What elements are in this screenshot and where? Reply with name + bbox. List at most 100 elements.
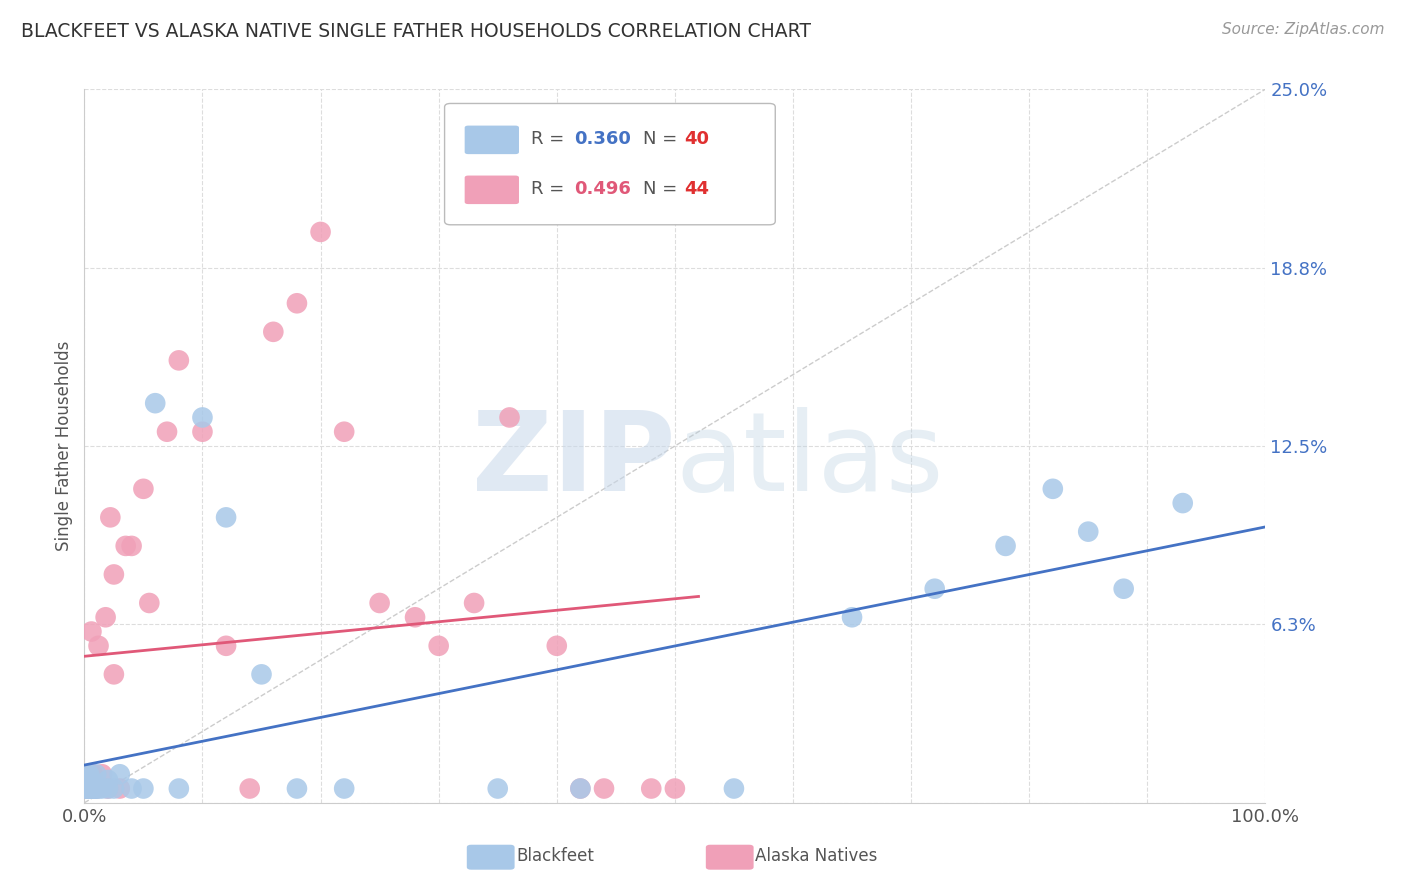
Point xyxy=(167,781,190,796)
Point xyxy=(76,781,98,796)
Point xyxy=(143,396,166,410)
Point xyxy=(138,596,160,610)
Point xyxy=(79,781,101,796)
Point xyxy=(82,781,104,796)
Point xyxy=(77,767,100,781)
Point xyxy=(156,425,179,439)
Point xyxy=(569,781,592,796)
Point xyxy=(841,610,863,624)
Point xyxy=(333,781,356,796)
Text: 44: 44 xyxy=(685,180,710,198)
Point xyxy=(75,781,97,796)
Point xyxy=(80,772,103,787)
Point xyxy=(569,781,592,796)
Point xyxy=(97,781,120,796)
FancyBboxPatch shape xyxy=(444,103,775,225)
Point xyxy=(285,296,308,310)
FancyBboxPatch shape xyxy=(464,176,519,204)
Point xyxy=(76,781,98,796)
Point xyxy=(97,772,120,787)
Point xyxy=(80,624,103,639)
Point xyxy=(84,781,107,796)
Point xyxy=(79,781,101,796)
Y-axis label: Single Father Households: Single Father Households xyxy=(55,341,73,551)
Point xyxy=(994,539,1017,553)
Point xyxy=(108,767,131,781)
Point xyxy=(97,781,120,796)
Point xyxy=(79,767,101,781)
Point xyxy=(640,781,662,796)
Point xyxy=(76,772,98,787)
Point xyxy=(121,539,143,553)
Point xyxy=(498,410,520,425)
Text: Alaska Natives: Alaska Natives xyxy=(755,847,877,865)
Text: atlas: atlas xyxy=(675,407,943,514)
Point xyxy=(215,510,238,524)
Point xyxy=(250,667,273,681)
Point xyxy=(427,639,450,653)
Point xyxy=(191,425,214,439)
Text: ZIP: ZIP xyxy=(471,407,675,514)
Point xyxy=(368,596,391,610)
Point xyxy=(94,610,117,624)
Point xyxy=(98,510,121,524)
Point xyxy=(664,781,686,796)
Point xyxy=(215,639,238,653)
Point xyxy=(91,781,114,796)
Text: R =: R = xyxy=(531,130,569,148)
Point xyxy=(84,767,107,781)
Point xyxy=(84,781,107,796)
Point xyxy=(87,781,110,796)
Point xyxy=(1077,524,1099,539)
Point xyxy=(103,667,125,681)
Point xyxy=(77,781,100,796)
Point xyxy=(84,781,107,796)
Point xyxy=(285,781,308,796)
Text: Source: ZipAtlas.com: Source: ZipAtlas.com xyxy=(1222,22,1385,37)
Point xyxy=(463,596,485,610)
Point xyxy=(486,781,509,796)
Point xyxy=(103,781,125,796)
Point xyxy=(1042,482,1064,496)
Point xyxy=(83,781,105,796)
Point xyxy=(1112,582,1135,596)
Point xyxy=(77,781,100,796)
Text: Blackfeet: Blackfeet xyxy=(516,847,593,865)
Text: N =: N = xyxy=(643,180,683,198)
Point xyxy=(87,639,110,653)
Point xyxy=(121,781,143,796)
Point xyxy=(593,781,616,796)
Text: 0.360: 0.360 xyxy=(575,130,631,148)
Point xyxy=(191,410,214,425)
Point xyxy=(77,767,100,781)
Point xyxy=(91,767,114,781)
Point xyxy=(79,781,101,796)
Point xyxy=(84,781,107,796)
Text: R =: R = xyxy=(531,180,569,198)
Point xyxy=(404,610,426,624)
Point xyxy=(77,767,100,781)
Point xyxy=(723,781,745,796)
Point xyxy=(103,567,125,582)
Point xyxy=(309,225,332,239)
Point xyxy=(132,781,155,796)
FancyBboxPatch shape xyxy=(464,126,519,154)
Point xyxy=(77,781,100,796)
Point xyxy=(75,781,97,796)
Text: 40: 40 xyxy=(685,130,710,148)
Point xyxy=(132,482,155,496)
Point xyxy=(333,425,356,439)
Text: N =: N = xyxy=(643,130,683,148)
Point xyxy=(262,325,284,339)
Point xyxy=(1171,496,1194,510)
Point xyxy=(546,639,568,653)
Point xyxy=(239,781,262,796)
Text: 0.496: 0.496 xyxy=(575,180,631,198)
Point xyxy=(80,772,103,787)
Point xyxy=(167,353,190,368)
Point xyxy=(924,582,946,596)
Point xyxy=(114,539,136,553)
Point xyxy=(83,781,105,796)
Text: BLACKFEET VS ALASKA NATIVE SINGLE FATHER HOUSEHOLDS CORRELATION CHART: BLACKFEET VS ALASKA NATIVE SINGLE FATHER… xyxy=(21,22,811,41)
Point xyxy=(77,781,100,796)
